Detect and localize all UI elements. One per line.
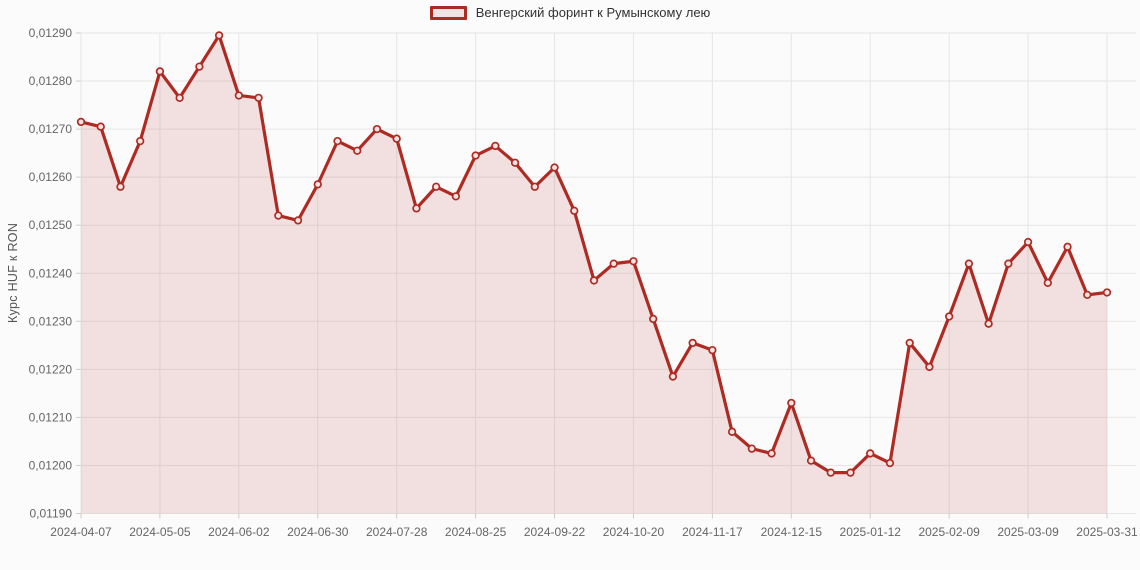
y-tick-label: 0,01190	[30, 507, 73, 521]
y-tick-label: 0,01260	[29, 170, 73, 184]
data-point[interactable]	[491, 141, 500, 151]
data-point[interactable]	[1043, 278, 1052, 288]
x-tick-label: 2025-01-12	[840, 525, 902, 539]
data-point[interactable]	[727, 427, 737, 436]
y-tick-label: 0,01290	[29, 26, 73, 40]
y-tick-label: 0,01200	[29, 458, 73, 472]
data-point[interactable]	[372, 124, 382, 134]
data-point[interactable]	[984, 319, 993, 328]
x-tick-label: 2024-08-25	[445, 525, 507, 539]
x-tick-label: 2024-04-07	[50, 525, 112, 539]
data-point[interactable]	[767, 449, 776, 458]
data-point[interactable]	[708, 345, 717, 355]
data-point[interactable]	[313, 180, 322, 189]
legend: Венгерский форинт к Румынскому лею	[0, 5, 1140, 20]
legend-label: Венгерский форинт к Румынскому лею	[475, 5, 711, 20]
x-tick-label: 2025-03-31	[1076, 525, 1138, 539]
data-point[interactable]	[688, 338, 697, 348]
x-tick-label: 2024-12-15	[761, 525, 823, 539]
data-point[interactable]	[570, 206, 579, 215]
y-axis-title: Курс HUF к RON	[6, 222, 20, 324]
data-point[interactable]	[846, 468, 855, 477]
data-point[interactable]	[787, 398, 796, 408]
data-point[interactable]	[964, 259, 974, 268]
data-point[interactable]	[905, 338, 914, 348]
data-point[interactable]	[550, 163, 559, 172]
data-point[interactable]	[412, 204, 421, 213]
data-point[interactable]	[589, 276, 599, 285]
data-point[interactable]	[1004, 259, 1013, 268]
data-point[interactable]	[510, 158, 520, 167]
x-tick-label: 2024-07-28	[366, 525, 428, 539]
y-tick-label: 0,01250	[29, 218, 73, 232]
data-point[interactable]	[195, 62, 204, 71]
data-point[interactable]	[826, 468, 835, 477]
y-tick-label: 0,01210	[29, 410, 73, 424]
data-point[interactable]	[254, 93, 263, 103]
data-point[interactable]	[530, 182, 539, 191]
data-point[interactable]	[945, 312, 954, 321]
data-point[interactable]	[806, 456, 816, 465]
data-point[interactable]	[1102, 288, 1112, 297]
data-point[interactable]	[649, 314, 658, 324]
data-point[interactable]	[76, 117, 86, 127]
data-point[interactable]	[866, 449, 875, 458]
y-tick-label: 0,01220	[29, 362, 73, 376]
x-tick-label: 2024-06-30	[287, 525, 349, 539]
data-point[interactable]	[175, 93, 184, 103]
x-tick-label: 2024-05-05	[129, 525, 191, 539]
data-point[interactable]	[353, 146, 362, 155]
x-tick-label: 2025-02-09	[918, 525, 980, 539]
y-tick-label: 0,01230	[29, 314, 73, 328]
data-point[interactable]	[392, 134, 401, 143]
data-point[interactable]	[116, 182, 125, 191]
legend-item[interactable]: Венгерский форинт к Румынскому лею	[429, 5, 711, 20]
x-tick-label: 2025-03-09	[997, 525, 1059, 539]
x-tick-label: 2024-11-17	[682, 525, 743, 539]
data-point[interactable]	[471, 151, 480, 160]
data-point[interactable]	[1083, 290, 1092, 300]
data-point[interactable]	[629, 257, 638, 266]
data-point[interactable]	[333, 136, 342, 146]
area-fill	[81, 35, 1107, 514]
data-point[interactable]	[234, 91, 243, 100]
data-point[interactable]	[885, 458, 895, 468]
data-point[interactable]	[747, 444, 756, 453]
y-tick-label: 0,01280	[29, 74, 73, 88]
y-tick-label: 0,01270	[29, 122, 73, 136]
legend-swatch-icon	[429, 5, 467, 20]
data-point[interactable]	[451, 192, 461, 201]
data-point[interactable]	[155, 67, 165, 76]
data-point[interactable]	[1023, 237, 1033, 247]
x-tick-label: 2024-06-02	[208, 525, 270, 539]
data-point[interactable]	[96, 122, 105, 131]
x-tick-label: 2024-10-20	[603, 525, 665, 539]
y-tick-label: 0,01240	[29, 266, 73, 280]
x-tick-label: 2024-09-22	[524, 525, 586, 539]
data-point[interactable]	[214, 31, 224, 40]
data-point[interactable]	[668, 372, 678, 381]
data-point[interactable]	[925, 362, 934, 372]
data-point[interactable]	[609, 259, 618, 268]
data-point[interactable]	[136, 136, 145, 146]
data-point[interactable]	[1063, 242, 1072, 251]
data-point[interactable]	[432, 182, 441, 191]
data-point[interactable]	[293, 216, 303, 225]
data-point[interactable]	[274, 211, 283, 220]
